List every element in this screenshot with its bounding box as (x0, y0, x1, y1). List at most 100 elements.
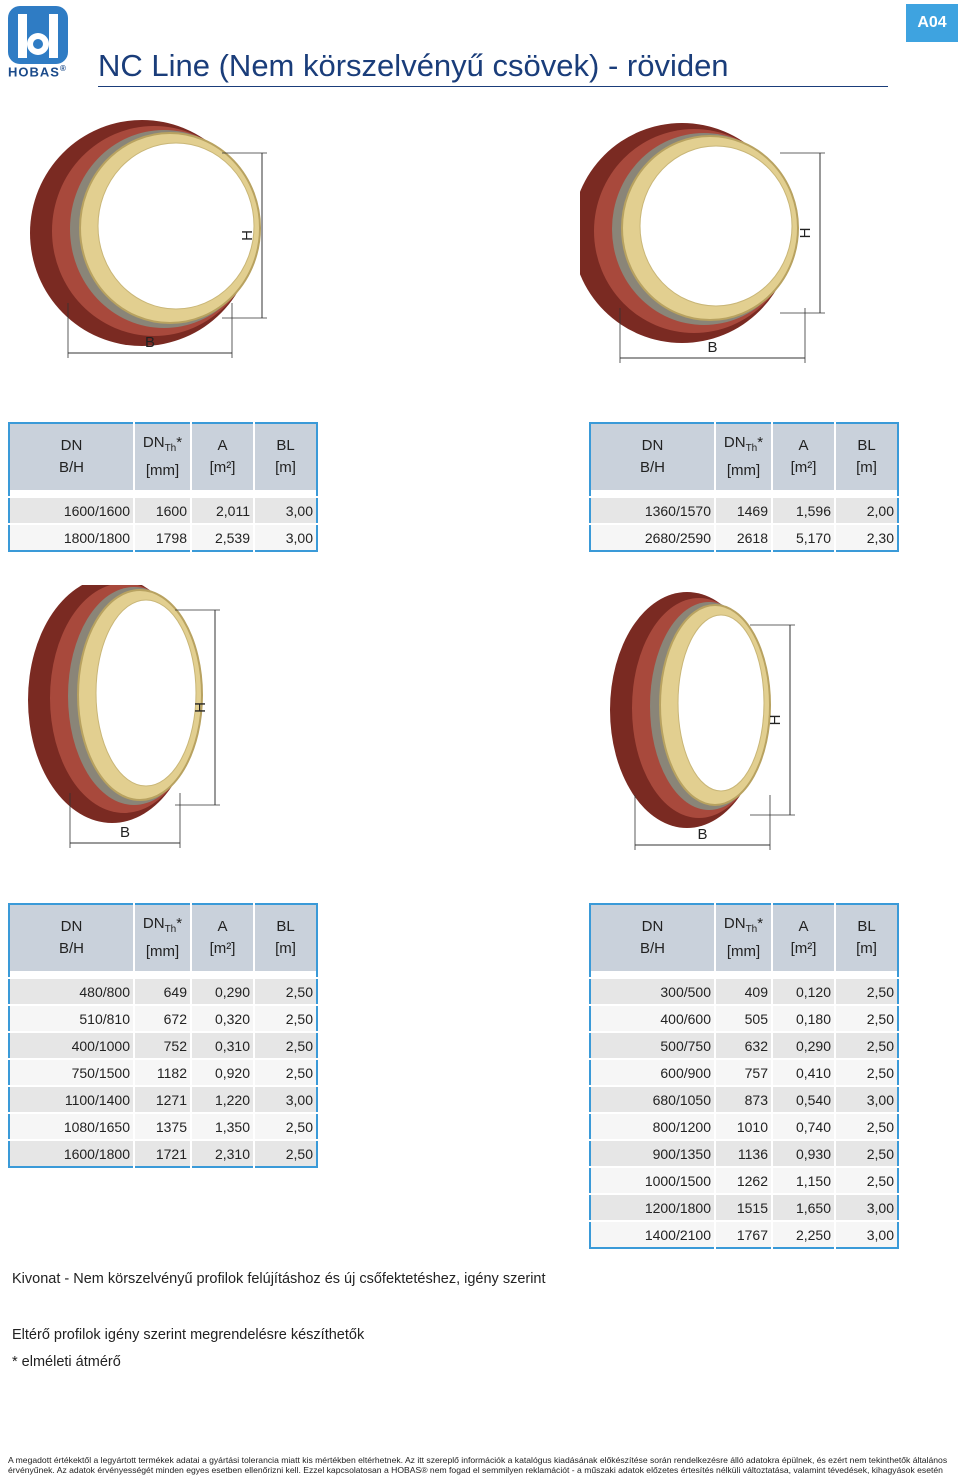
header-bottom: [m] (856, 940, 877, 957)
table-cell: 1271 (134, 1085, 192, 1113)
column-header: DNTh* [mm] (134, 904, 192, 971)
table-cell: 2,50 (835, 1058, 898, 1086)
table-row: 1800/1800 1798 2,539 3,00 (9, 523, 317, 551)
table-cell: 672 (134, 1004, 192, 1032)
table-cell: 2,310 (191, 1139, 255, 1167)
table-cell: 1,596 (772, 496, 836, 524)
table-cell: 480/800 (9, 977, 135, 1005)
table-cell: 2,250 (772, 1220, 836, 1248)
header-row: DN B/H DNTh* [mm] A [m²] BL [m] (9, 904, 317, 971)
table-cell: 2618 (715, 523, 773, 551)
table-cell: 600/900 (590, 1058, 716, 1086)
h-label: H (239, 230, 256, 241)
table-cell: 1721 (134, 1139, 192, 1167)
table-cell: 0,290 (772, 1031, 836, 1059)
table-cell: 0,320 (191, 1004, 255, 1032)
gap-cell (9, 490, 134, 497)
table-cell: 0,740 (772, 1112, 836, 1140)
header-top: DN (142, 915, 165, 932)
header-top: A (217, 437, 228, 454)
table-cell: 0,290 (191, 977, 255, 1005)
column-header: A [m²] (191, 423, 255, 490)
header-top: DN (641, 437, 664, 454)
table-row: 600/900 757 0,410 2,50 (590, 1058, 898, 1086)
gap-row (590, 971, 898, 978)
logo-mark: ® (59, 64, 67, 73)
table-cell: 3,00 (254, 523, 317, 551)
table-cell: 3,00 (254, 1085, 317, 1113)
h-label: H (767, 715, 784, 726)
table-cell: 2,50 (254, 1112, 317, 1140)
b-label: B (120, 824, 130, 841)
data-table: DN B/H DNTh* [mm] A [m²] BL [m] 1360/1570 1469 1,5… (589, 422, 899, 552)
table-cell: 632 (715, 1031, 773, 1059)
table-cell: 3,00 (835, 1085, 898, 1113)
figure: HB (610, 592, 795, 850)
title: NC Line (Nem körszelvényű csövek) - rövi… (98, 48, 729, 83)
gap-row (9, 490, 317, 497)
table-cell: 2,00 (835, 496, 898, 524)
gap-cell (254, 490, 317, 497)
table-cell: 2,50 (254, 1139, 317, 1167)
table-cell: 2,50 (835, 977, 898, 1005)
table-row: 900/1350 1136 0,930 2,50 (590, 1139, 898, 1167)
table-cell: 3,00 (835, 1193, 898, 1221)
gap-cell (191, 490, 254, 497)
header-bottom: [m²] (790, 940, 817, 957)
table-cell: 2,539 (191, 523, 255, 551)
column-header: A [m²] (191, 904, 255, 971)
table-cell: 1136 (715, 1139, 773, 1167)
table-cell: 500/750 (590, 1031, 716, 1059)
table-cell: 2,50 (835, 1166, 898, 1194)
header-row: DN B/H DNTh* [mm] A [m²] BL [m] (590, 904, 898, 971)
table-cell: 1375 (134, 1112, 192, 1140)
table-cell: 0,930 (772, 1139, 836, 1167)
gap-cell (715, 971, 772, 978)
header-bottom: [m] (275, 459, 296, 476)
table-row: 300/500 409 0,120 2,50 (590, 977, 898, 1005)
pipe-bore (677, 614, 765, 792)
column-header: DN B/H (590, 423, 716, 490)
table-cell: 649 (134, 977, 192, 1005)
table-cell: 0,540 (772, 1085, 836, 1113)
header-bottom: B/H (639, 459, 665, 476)
column-header: BL [m] (835, 423, 898, 490)
table-row: 1100/1400 1271 1,220 3,00 (9, 1085, 317, 1113)
header-bottom: B/H (639, 940, 665, 957)
table-row: 1200/1800 1515 1,650 3,00 (590, 1193, 898, 1221)
gap-cell (134, 490, 191, 497)
table-cell: 1,650 (772, 1193, 836, 1221)
table-row: 680/1050 873 0,540 3,00 (590, 1085, 898, 1113)
gap-row (590, 490, 898, 497)
table-cell: 300/500 (590, 977, 716, 1005)
header-sup: * (757, 915, 764, 932)
table-cell: 2680/2590 (590, 523, 716, 551)
table-cell: 1798 (134, 523, 192, 551)
header-bottom: [m²] (209, 940, 236, 957)
data-table: DN B/H DNTh* [mm] A [m²] BL [m] 1600/1600 1600 2,0… (8, 422, 318, 552)
header-bottom: [mm] (726, 943, 761, 960)
table-cell: 1100/1400 (9, 1085, 135, 1113)
table-row: 1000/1500 1262 1,150 2,50 (590, 1166, 898, 1194)
gap-cell (9, 971, 134, 978)
note: Kivonat - Nem körszelvényű profilok felú… (12, 1271, 546, 1287)
header-row: DN B/H DNTh* [mm] A [m²] BL [m] (9, 423, 317, 490)
header-row: DN B/H DNTh* [mm] A [m²] BL [m] (590, 423, 898, 490)
header-top: DN (723, 434, 746, 451)
table-cell: 0,920 (191, 1058, 255, 1086)
footer: A megadott értékektől a legyártott termé… (8, 1455, 948, 1475)
gap-cell (191, 971, 254, 978)
table-cell: 510/810 (9, 1004, 135, 1032)
table-cell: 1010 (715, 1112, 773, 1140)
header-bottom: [m] (856, 459, 877, 476)
logo-word: HOBAS (8, 64, 60, 80)
figure: HB (28, 585, 220, 848)
gap-cell (715, 490, 772, 497)
data-table: DN B/H DNTh* [mm] A [m²] BL [m] 300/500 409 0,120 2… (589, 903, 899, 1249)
table-cell: 1182 (134, 1058, 192, 1086)
header-bottom: [m²] (790, 459, 817, 476)
table-cell: 1262 (715, 1166, 773, 1194)
table-row: 400/600 505 0,180 2,50 (590, 1004, 898, 1032)
table-cell: 1600/1800 (9, 1139, 135, 1167)
header-sup: * (757, 434, 764, 451)
